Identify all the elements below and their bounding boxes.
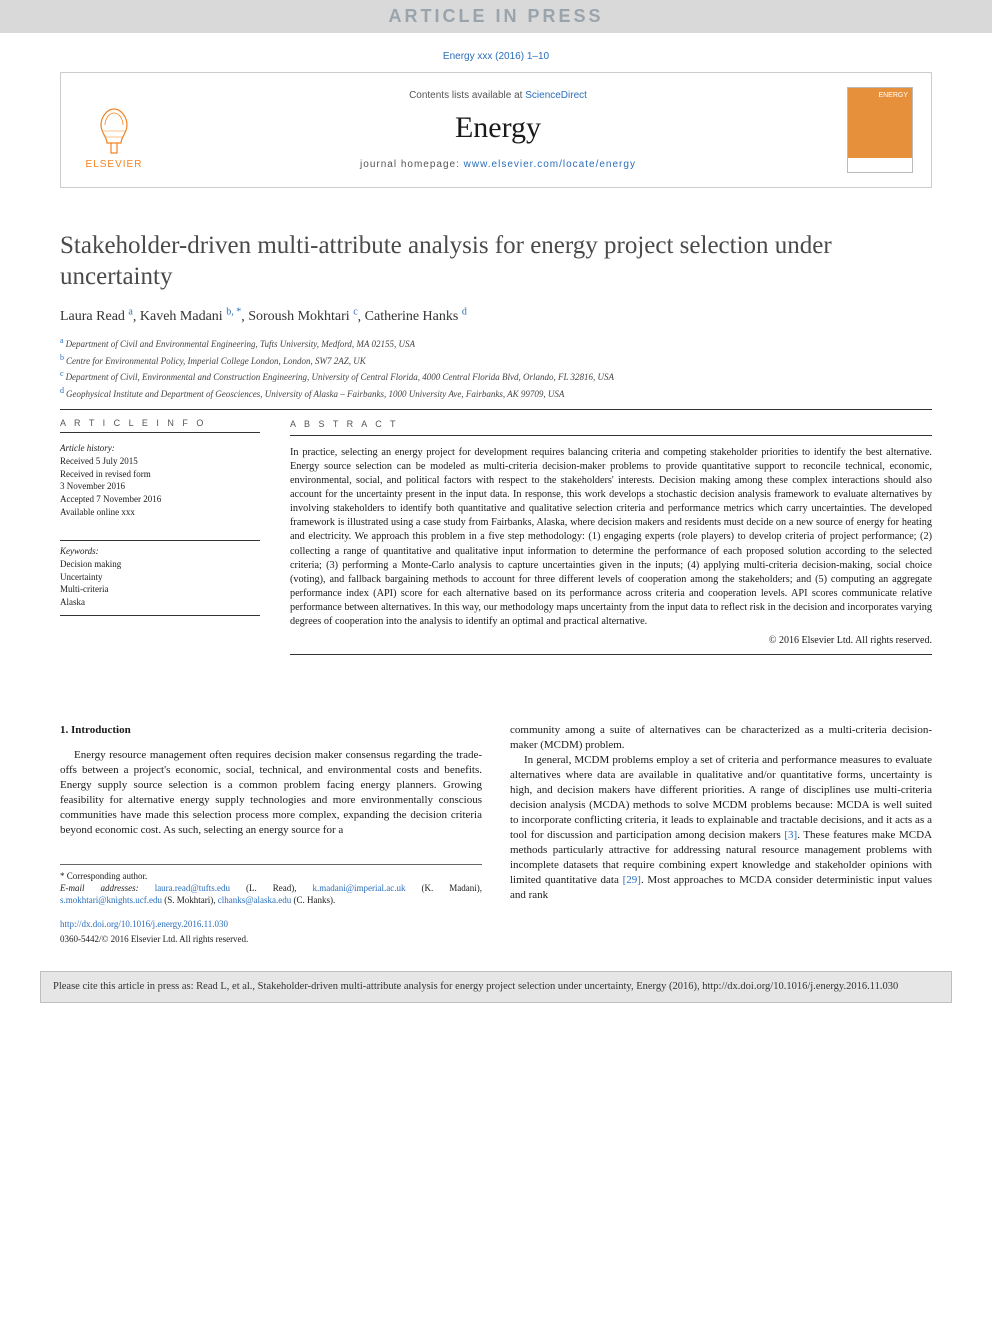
doi-link[interactable]: http://dx.doi.org/10.1016/j.energy.2016.… [60, 919, 228, 929]
email-link[interactable]: s.mokhtari@knights.ucf.edu [60, 895, 162, 905]
history-line: Received in revised form [60, 468, 260, 481]
emails-label: E-mail addresses: [60, 883, 139, 893]
history-line: Received 5 July 2015 [60, 455, 260, 468]
contents-available: Contents lists available at ScienceDirec… [167, 90, 829, 101]
affiliation: cDepartment of Civil, Environmental and … [60, 368, 932, 385]
email-link[interactable]: laura.read@tufts.edu [155, 883, 230, 893]
keyword: Uncertainty [60, 571, 260, 584]
email-link[interactable]: k.madani@imperial.ac.uk [312, 883, 405, 893]
section-heading: 1. Introduction [60, 723, 482, 738]
ref-link[interactable]: [3] [784, 829, 797, 841]
citation-line: Energy xxx (2016) 1–10 [0, 51, 992, 62]
email-who: (C. Hanks). [294, 895, 336, 905]
abstract-block: A B S T R A C T In practice, selecting a… [290, 418, 932, 663]
author: Catherine Hanks d [365, 309, 467, 324]
footnotes: * Corresponding author. E-mail addresses… [60, 864, 482, 906]
email-link[interactable]: clhanks@alaska.edu [218, 895, 292, 905]
abstract-text: In practice, selecting an energy project… [290, 446, 932, 630]
keyword: Multi-criteria [60, 583, 260, 596]
email-who: (K. Madani), [422, 883, 483, 893]
paragraph: In general, MCDM problems employ a set o… [510, 753, 932, 903]
cover-label: ENERGY [848, 88, 912, 103]
copyright: © 2016 Elsevier Ltd. All rights reserved… [290, 634, 932, 648]
affiliation: dGeophysical Institute and Department of… [60, 385, 932, 402]
homepage-pre: journal homepage: [360, 159, 464, 170]
corresponding-note: * Corresponding author. [60, 870, 482, 882]
doi-block: http://dx.doi.org/10.1016/j.energy.2016.… [60, 918, 482, 944]
elsevier-wordmark: ELSEVIER [86, 159, 143, 170]
body-columns: 1. Introduction Energy resource manageme… [60, 723, 932, 945]
elsevier-tree-icon [87, 103, 141, 157]
divider [60, 409, 932, 410]
email-addresses: E-mail addresses: laura.read@tufts.edu (… [60, 882, 482, 906]
affiliations: aDepartment of Civil and Environmental E… [60, 335, 932, 401]
column-right: community among a suite of alternatives … [510, 723, 932, 945]
keyword: Alaska [60, 596, 260, 609]
sciencedirect-link[interactable]: ScienceDirect [525, 90, 587, 101]
keyword: Decision making [60, 558, 260, 571]
author-list: Laura Read a, Kaveh Madani b, *, Soroush… [60, 307, 932, 326]
author: Kaveh Madani b, * [140, 309, 241, 324]
issn-line: 0360-5442/© 2016 Elsevier Ltd. All right… [60, 933, 482, 945]
article-in-press-banner: ARTICLE IN PRESS [0, 0, 992, 33]
citation-box: Please cite this article in press as: Re… [40, 971, 952, 1003]
text-run: In general, MCDM problems employ a set o… [510, 754, 932, 841]
journal-title: Energy [167, 111, 829, 145]
email-who: (S. Mokhtari), [164, 895, 215, 905]
history-line: Accepted 7 November 2016 [60, 493, 260, 506]
paragraph: community among a suite of alternatives … [510, 723, 932, 753]
contents-pre: Contents lists available at [409, 90, 525, 101]
column-left: 1. Introduction Energy resource manageme… [60, 723, 482, 945]
masthead: ELSEVIER Contents lists available at Sci… [60, 72, 932, 188]
affiliation: bCentre for Environmental Policy, Imperi… [60, 352, 932, 369]
email-who: (L. Read), [246, 883, 297, 893]
affiliation: aDepartment of Civil and Environmental E… [60, 335, 932, 352]
keywords-head: Keywords: [60, 540, 260, 556]
journal-homepage: journal homepage: www.elsevier.com/locat… [167, 159, 829, 170]
elsevier-logo: ELSEVIER [79, 90, 149, 170]
divider [290, 654, 932, 655]
author: Laura Read a [60, 309, 133, 324]
abstract-label: A B S T R A C T [290, 418, 932, 435]
journal-cover-thumbnail: ENERGY [847, 87, 913, 173]
author: Soroush Mokhtari c [248, 309, 357, 324]
divider [60, 615, 260, 616]
history-line: Available online xxx [60, 506, 260, 519]
ref-link[interactable]: [29] [623, 874, 641, 886]
history-head: Article history: [60, 443, 260, 453]
history-line: 3 November 2016 [60, 480, 260, 493]
paragraph: Energy resource management often require… [60, 748, 482, 838]
article-title: Stakeholder-driven multi-attribute analy… [60, 230, 932, 293]
article-info-label: A R T I C L E I N F O [60, 418, 260, 433]
article-info-block: A R T I C L E I N F O Article history: R… [60, 418, 260, 663]
homepage-link[interactable]: www.elsevier.com/locate/energy [464, 159, 636, 170]
